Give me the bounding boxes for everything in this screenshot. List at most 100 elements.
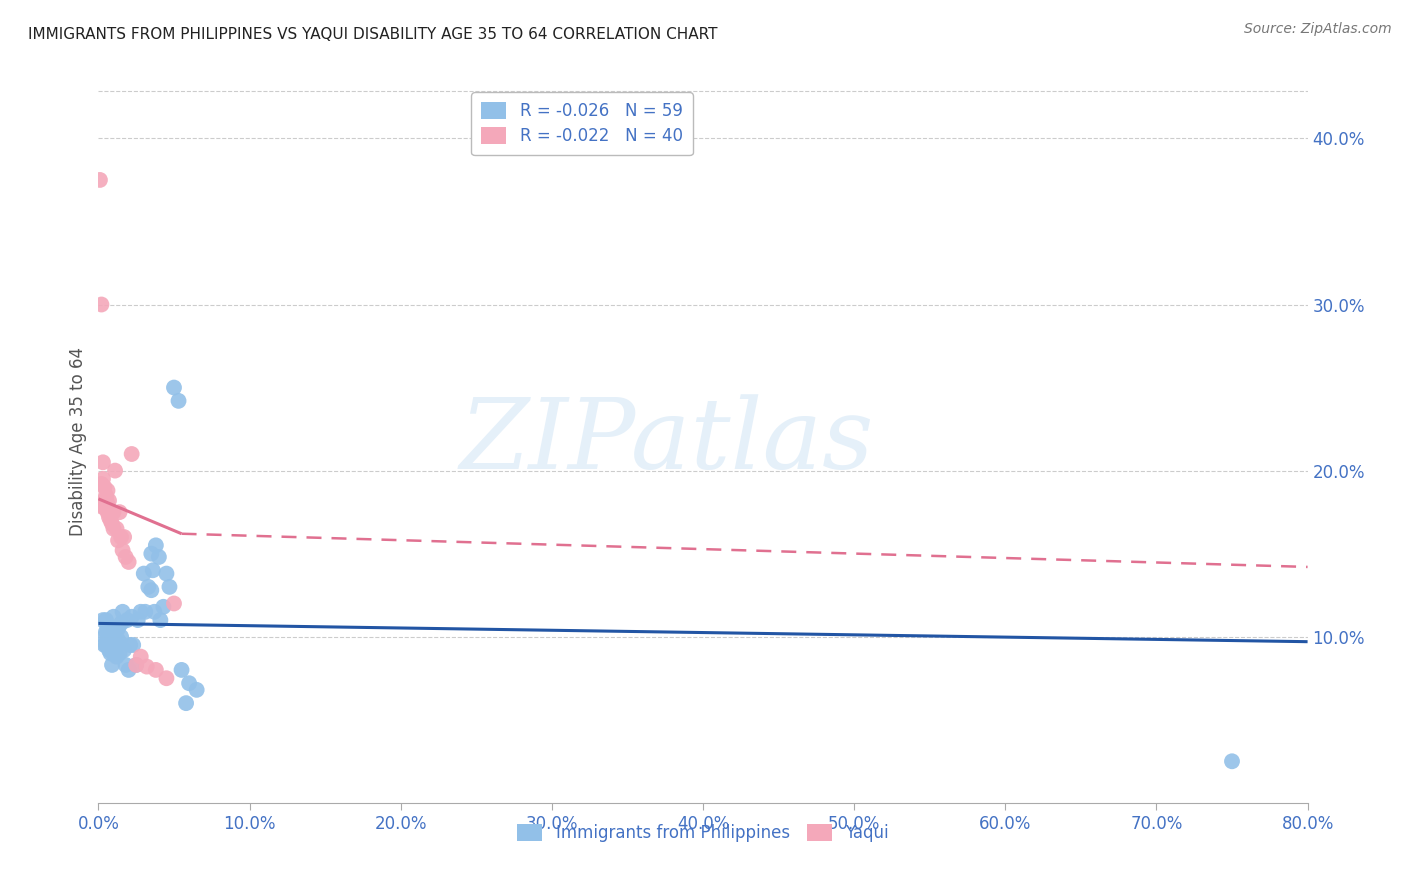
Point bbox=[100, 505, 122, 519]
Point bbox=[121, 447, 143, 461]
Text: Source: ZipAtlas.com: Source: ZipAtlas.com bbox=[1244, 22, 1392, 37]
Point bbox=[110, 616, 132, 631]
Point bbox=[125, 657, 148, 672]
Point bbox=[118, 555, 141, 569]
Point bbox=[120, 638, 142, 652]
Point bbox=[135, 659, 157, 673]
Point bbox=[105, 522, 128, 536]
Point bbox=[129, 605, 152, 619]
Point bbox=[134, 605, 156, 619]
Point bbox=[1220, 754, 1243, 768]
Point bbox=[143, 605, 166, 619]
Text: IMMIGRANTS FROM PHILIPPINES VS YAQUI DISABILITY AGE 35 TO 64 CORRELATION CHART: IMMIGRANTS FROM PHILIPPINES VS YAQUI DIS… bbox=[28, 27, 717, 42]
Point bbox=[94, 491, 117, 506]
Point bbox=[105, 638, 128, 652]
Point bbox=[104, 621, 127, 635]
Point bbox=[93, 630, 115, 644]
Point bbox=[107, 533, 129, 548]
Point bbox=[91, 472, 114, 486]
Point bbox=[93, 480, 115, 494]
Point bbox=[186, 682, 208, 697]
Point bbox=[98, 643, 121, 657]
Point bbox=[96, 505, 118, 519]
Point bbox=[98, 510, 121, 524]
Point bbox=[136, 580, 159, 594]
Point bbox=[94, 489, 117, 503]
Point bbox=[90, 476, 112, 491]
Point bbox=[94, 638, 117, 652]
Point bbox=[96, 483, 118, 498]
Point bbox=[148, 549, 170, 564]
Point bbox=[89, 173, 111, 187]
Point bbox=[94, 500, 117, 515]
Point bbox=[103, 522, 125, 536]
Point bbox=[91, 455, 114, 469]
Point bbox=[118, 663, 141, 677]
Point bbox=[155, 671, 177, 685]
Point bbox=[141, 547, 163, 561]
Point bbox=[112, 530, 135, 544]
Point bbox=[107, 621, 129, 635]
Point bbox=[93, 493, 115, 508]
Point bbox=[94, 624, 117, 639]
Point bbox=[111, 543, 134, 558]
Point bbox=[93, 638, 115, 652]
Point bbox=[145, 663, 167, 677]
Y-axis label: Disability Age 35 to 64: Disability Age 35 to 64 bbox=[69, 347, 87, 536]
Point bbox=[115, 613, 138, 627]
Point bbox=[104, 464, 127, 478]
Point bbox=[110, 530, 132, 544]
Point bbox=[112, 643, 135, 657]
Point bbox=[170, 663, 193, 677]
Point bbox=[103, 609, 125, 624]
Point bbox=[179, 676, 201, 690]
Point bbox=[129, 649, 152, 664]
Point bbox=[96, 497, 118, 511]
Point bbox=[122, 638, 145, 652]
Point bbox=[108, 505, 131, 519]
Point bbox=[114, 657, 136, 672]
Point bbox=[174, 696, 197, 710]
Point bbox=[93, 500, 115, 515]
Point bbox=[101, 638, 124, 652]
Point bbox=[100, 621, 122, 635]
Point bbox=[104, 638, 127, 652]
Point bbox=[101, 516, 124, 531]
Point bbox=[96, 621, 118, 635]
Point bbox=[114, 549, 136, 564]
Point bbox=[142, 563, 165, 577]
Point bbox=[155, 566, 177, 581]
Point bbox=[91, 500, 114, 515]
Point bbox=[91, 613, 114, 627]
Point bbox=[96, 633, 118, 648]
Point bbox=[98, 633, 121, 648]
Point bbox=[100, 646, 122, 660]
Point bbox=[105, 649, 128, 664]
Point bbox=[141, 583, 163, 598]
Legend: Immigrants from Philippines, Yaqui: Immigrants from Philippines, Yaqui bbox=[510, 817, 896, 848]
Point bbox=[90, 297, 112, 311]
Point bbox=[96, 638, 118, 652]
Point bbox=[103, 505, 125, 519]
Text: ZIPatlas: ZIPatlas bbox=[460, 394, 875, 489]
Point bbox=[101, 630, 124, 644]
Point bbox=[103, 630, 125, 644]
Point bbox=[108, 646, 131, 660]
Point bbox=[98, 493, 121, 508]
Point bbox=[101, 505, 124, 519]
Point bbox=[159, 580, 181, 594]
Point bbox=[125, 657, 148, 672]
Point bbox=[107, 633, 129, 648]
Point bbox=[101, 657, 124, 672]
Point bbox=[163, 597, 186, 611]
Point bbox=[110, 630, 132, 644]
Point bbox=[152, 599, 174, 614]
Point bbox=[127, 613, 149, 627]
Point bbox=[163, 380, 186, 394]
Point bbox=[132, 566, 155, 581]
Point bbox=[111, 605, 134, 619]
Point bbox=[94, 613, 117, 627]
Point bbox=[100, 513, 122, 527]
Point bbox=[149, 613, 172, 627]
Point bbox=[103, 646, 125, 660]
